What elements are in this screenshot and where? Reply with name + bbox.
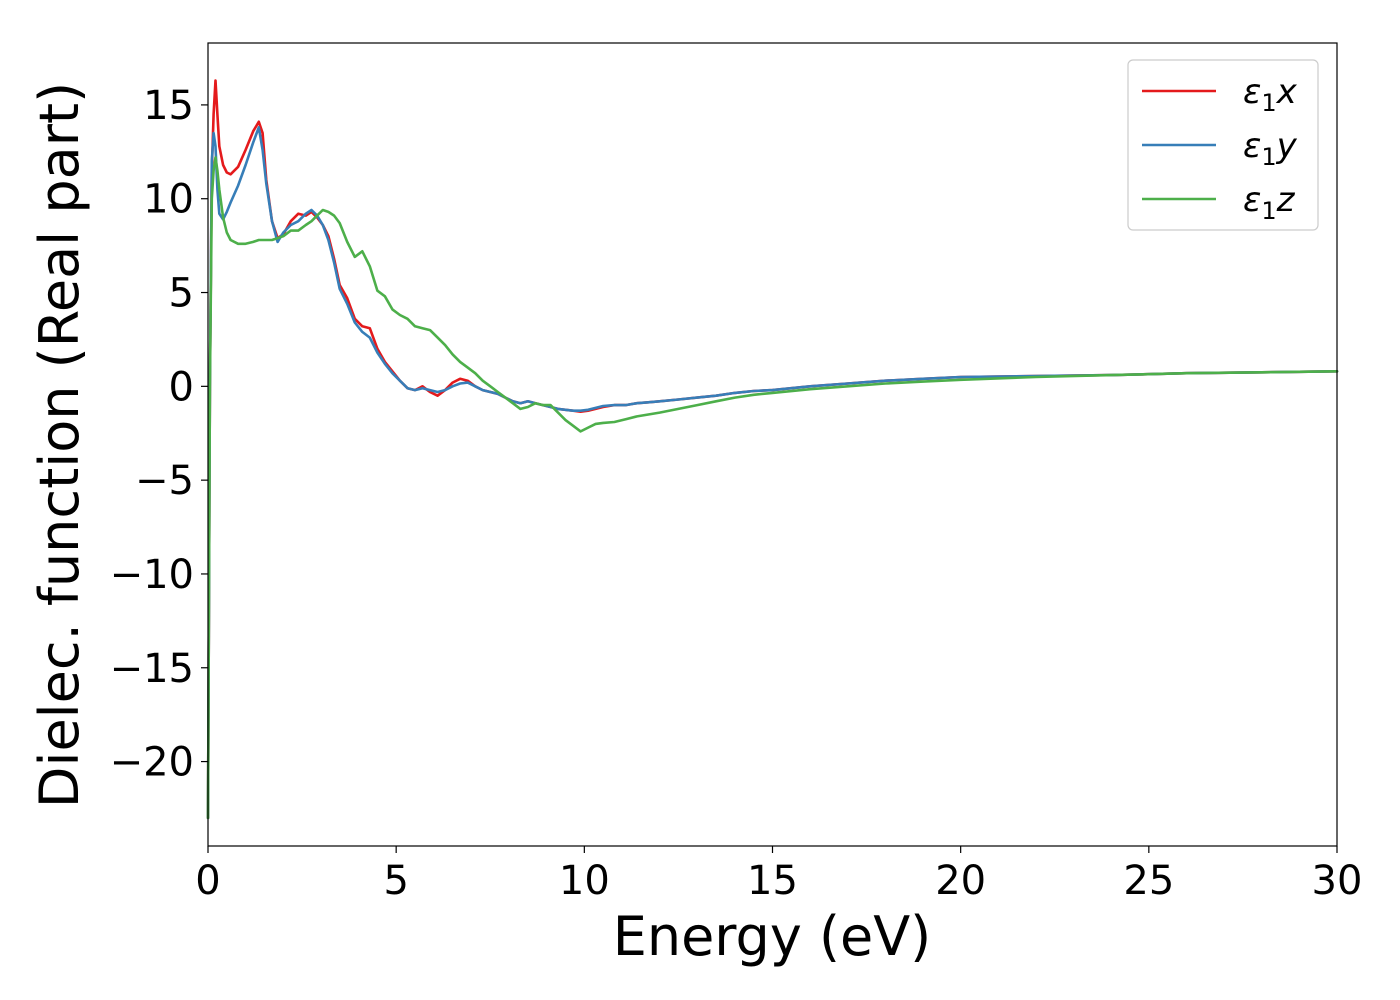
y-tick-label: 0 bbox=[169, 364, 194, 410]
legend-label-y: ε1y bbox=[1243, 126, 1298, 171]
y-tick-label: −10 bbox=[110, 552, 194, 598]
legend-frame bbox=[1127, 59, 1319, 231]
x-tick-label: 5 bbox=[383, 858, 408, 904]
x-tick-label: 25 bbox=[1123, 858, 1174, 904]
x-axis-label: Energy (eV) bbox=[613, 905, 932, 968]
series-line-y bbox=[206, 126, 1339, 820]
y-axis-label: Dielec. function (Real part) bbox=[28, 82, 91, 808]
x-tick-label: 0 bbox=[195, 858, 220, 904]
y-axis: 15 10 5 0 −5 −10 −15 −20 bbox=[110, 83, 208, 786]
legend-label-z: ε1z bbox=[1243, 180, 1296, 225]
y-tick-label: −5 bbox=[135, 458, 194, 504]
series-layer bbox=[206, 79, 1339, 820]
x-tick-label: 20 bbox=[935, 858, 986, 904]
x-tick-label: 30 bbox=[1312, 858, 1363, 904]
y-tick-label: 15 bbox=[143, 83, 194, 129]
y-tick-label: 10 bbox=[143, 177, 194, 223]
y-tick-label: −20 bbox=[110, 740, 194, 786]
x-tick-label: 10 bbox=[559, 858, 610, 904]
y-tick-label: 5 bbox=[169, 271, 194, 317]
legend: ε1x ε1y ε1z bbox=[1127, 59, 1319, 231]
y-tick-label: −15 bbox=[110, 646, 194, 692]
legend-label-x: ε1x bbox=[1243, 72, 1298, 117]
x-tick-label: 15 bbox=[747, 858, 798, 904]
series-line-z bbox=[206, 156, 1339, 820]
x-axis: 0 5 10 15 20 25 30 bbox=[195, 846, 1362, 904]
